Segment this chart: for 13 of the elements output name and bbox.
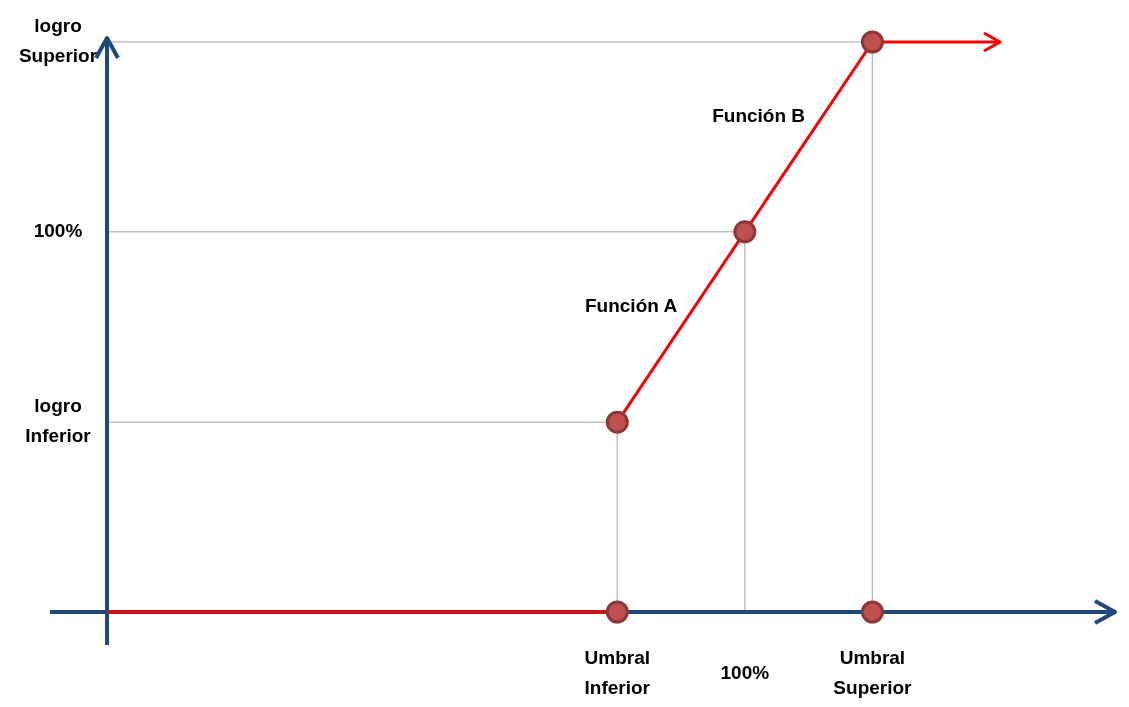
ref-line-label: logro Superior bbox=[18, 15, 98, 67]
annotation: Función B bbox=[712, 104, 806, 126]
point bbox=[605, 600, 629, 624]
x-tick-label: 100% bbox=[720, 662, 770, 684]
ref-line-label: logro Inferior bbox=[25, 395, 92, 447]
annotation: Función A bbox=[584, 295, 678, 317]
point bbox=[860, 600, 884, 624]
point bbox=[860, 30, 884, 54]
point bbox=[605, 410, 629, 434]
x-tick-label: Umbral Superior bbox=[833, 647, 913, 699]
x-tick-label: Umbral Inferior bbox=[584, 647, 651, 699]
point bbox=[733, 220, 757, 244]
annotation: 100% bbox=[33, 219, 83, 241]
